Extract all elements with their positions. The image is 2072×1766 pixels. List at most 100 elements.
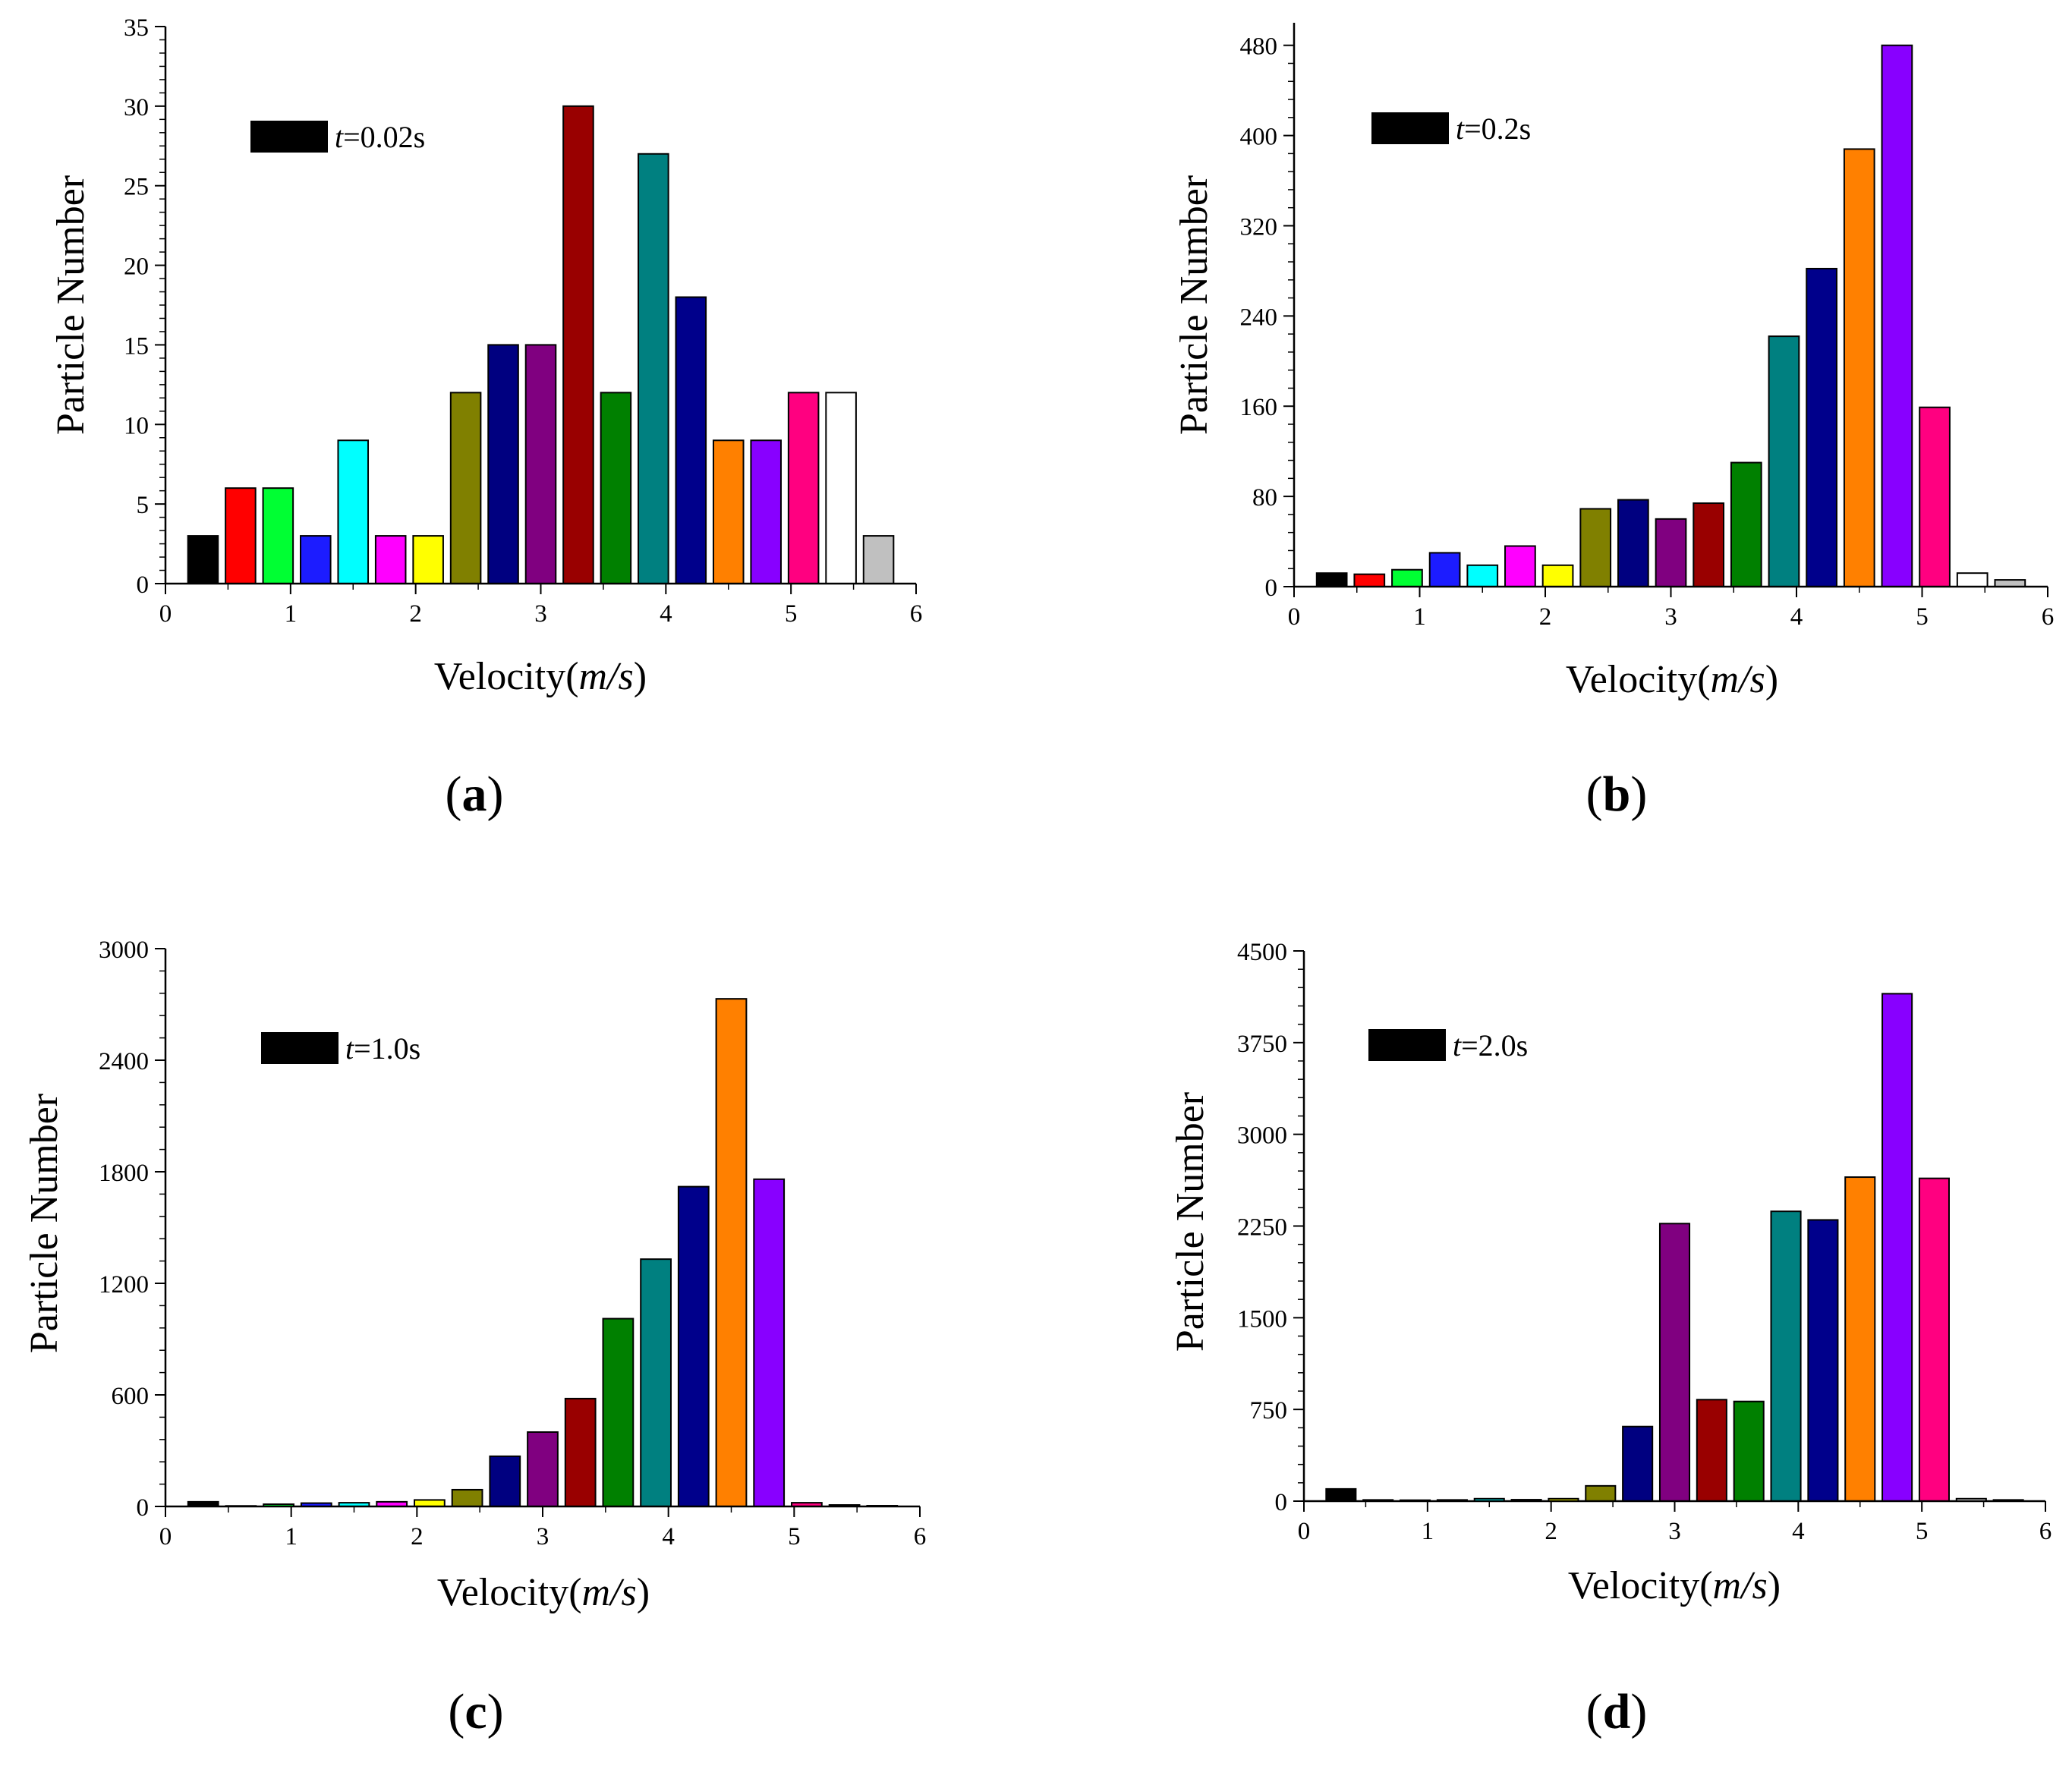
bar-d-10 bbox=[1696, 1399, 1727, 1503]
x-tick-label-c-5: 5 bbox=[788, 1523, 801, 1550]
x-tick-label-d-1: 1 bbox=[1422, 1518, 1434, 1545]
bar-b-16 bbox=[1919, 406, 1951, 588]
legend-a: t=0.02s bbox=[250, 120, 425, 154]
x-tick-label-a-5: 5 bbox=[785, 600, 798, 628]
bar-b-15 bbox=[1881, 44, 1913, 588]
bar-b-17 bbox=[1956, 572, 1989, 588]
bar-d-8 bbox=[1622, 1425, 1654, 1502]
bar-d-12 bbox=[1770, 1210, 1802, 1502]
x-axis-title-d-unit: m/s bbox=[1713, 1564, 1768, 1607]
bar-b-18 bbox=[1994, 579, 2026, 587]
bars-b bbox=[1315, 44, 2026, 588]
x-tick-label-c-6: 6 bbox=[914, 1523, 927, 1550]
x-tick-label-a-0: 0 bbox=[159, 600, 172, 628]
bar-c-14 bbox=[715, 998, 748, 1507]
bar-a-6 bbox=[412, 535, 444, 584]
y-tick-label-c-0: 0 bbox=[137, 1494, 150, 1522]
ticks-d: 0 1 2 3 4 5 6 0 750 1500 2250 3000 3750 4500 bbox=[1237, 939, 2052, 1545]
x-tick-label-d-3: 3 bbox=[1668, 1518, 1681, 1545]
bar-b-2 bbox=[1391, 568, 1423, 588]
bar-a-15 bbox=[750, 439, 782, 584]
legend-label-c: t=1.0s bbox=[345, 1031, 420, 1066]
y-tick-label-a-5: 25 bbox=[124, 174, 149, 201]
x-tick-label-c-2: 2 bbox=[411, 1523, 424, 1550]
y-tick-label-a-6: 30 bbox=[124, 94, 149, 121]
x-tick-label-b-4: 4 bbox=[1790, 603, 1803, 631]
y-tick-label-a-2: 10 bbox=[124, 412, 149, 439]
bar-a-12 bbox=[638, 153, 669, 584]
y-tick-label-d-1: 750 bbox=[1250, 1397, 1288, 1424]
legend-label-d-suffix: =2.0s bbox=[1461, 1028, 1528, 1062]
bar-a-1 bbox=[225, 487, 257, 585]
legend-label-c-prefix: t bbox=[345, 1031, 354, 1066]
bar-a-8 bbox=[487, 344, 519, 584]
panel-label-a-letter: a bbox=[462, 767, 487, 822]
bar-c-15 bbox=[753, 1178, 786, 1508]
panel-label-d: (d) bbox=[1586, 1684, 1648, 1739]
y-tick-label-a-0: 0 bbox=[137, 571, 150, 599]
x-tick-label-b-0: 0 bbox=[1288, 603, 1301, 631]
x-axis-title-a: Velocity(m/s) bbox=[434, 655, 647, 698]
x-tick-label-a-1: 1 bbox=[285, 600, 298, 628]
x-tick-label-d-0: 0 bbox=[1298, 1518, 1311, 1545]
x-axis-title-b-end: ) bbox=[1765, 658, 1778, 701]
y-axis-title-a: Particle Number bbox=[49, 175, 93, 435]
bar-a-9 bbox=[524, 344, 557, 584]
legend-d: t=2.0s bbox=[1368, 1028, 1528, 1062]
x-axis-title-d: Velocity(m/s) bbox=[1568, 1564, 1781, 1607]
bar-c-10 bbox=[564, 1397, 597, 1508]
y-tick-label-b-3: 240 bbox=[1240, 304, 1278, 331]
bars-a bbox=[187, 105, 895, 585]
legend-c: t=1.0s bbox=[261, 1031, 420, 1066]
x-axis-title-c: Velocity(m/s) bbox=[437, 1571, 650, 1614]
y-tick-label-d-5: 3750 bbox=[1237, 1031, 1287, 1058]
bar-b-8 bbox=[1617, 499, 1649, 587]
chart-panel-c: 0 1 2 3 4 5 6 0 600 1200 1800 2400 3000 t=1.0s Parti… bbox=[23, 937, 926, 1739]
y-tick-label-b-0: 0 bbox=[1265, 575, 1278, 602]
y-tick-label-d-3: 2250 bbox=[1237, 1214, 1287, 1242]
x-tick-label-a-4: 4 bbox=[660, 600, 672, 628]
panel-label-a: (a) bbox=[446, 767, 504, 822]
bar-c-12 bbox=[640, 1258, 672, 1508]
bar-a-0 bbox=[187, 535, 219, 584]
x-tick-label-b-5: 5 bbox=[1916, 603, 1929, 631]
x-tick-label-d-6: 6 bbox=[2039, 1518, 2052, 1545]
legend-swatch-a bbox=[250, 121, 328, 153]
bar-b-3 bbox=[1428, 552, 1461, 587]
x-axis-title-a-main: Velocity( bbox=[434, 655, 579, 698]
legend-label-d-prefix: t bbox=[1453, 1028, 1462, 1062]
bar-d-13 bbox=[1807, 1219, 1839, 1502]
bar-a-13 bbox=[675, 296, 707, 584]
bar-b-9 bbox=[1655, 518, 1687, 588]
y-tick-label-c-3: 1800 bbox=[99, 1160, 149, 1187]
y-axis-title-c: Particle Number bbox=[23, 1094, 66, 1353]
bar-b-13 bbox=[1806, 267, 1837, 587]
chart-panel-b: 0 1 2 3 4 5 6 0 80 160 240 320 400 480 t=0.2s Particl… bbox=[1173, 23, 2054, 822]
legend-label-b-suffix: =0.2s bbox=[1464, 112, 1531, 146]
x-axis-title-d-end: ) bbox=[1768, 1564, 1781, 1607]
panel-label-c-letter: c bbox=[464, 1684, 487, 1739]
x-axis-title-a-end: ) bbox=[634, 655, 647, 698]
x-tick-label-d-4: 4 bbox=[1792, 1518, 1805, 1545]
y-tick-label-c-4: 2400 bbox=[99, 1048, 149, 1075]
x-tick-label-b-1: 1 bbox=[1413, 603, 1426, 631]
y-axis-title-b: Particle Number bbox=[1173, 175, 1216, 435]
y-tick-label-d-0: 0 bbox=[1275, 1489, 1288, 1516]
y-tick-label-d-4: 3000 bbox=[1237, 1122, 1287, 1150]
bar-d-14 bbox=[1844, 1176, 1876, 1502]
bar-d-11 bbox=[1733, 1400, 1765, 1503]
bar-b-12 bbox=[1768, 335, 1800, 587]
bar-b-4 bbox=[1466, 564, 1499, 587]
bar-c-11 bbox=[602, 1317, 635, 1508]
y-tick-label-a-3: 15 bbox=[124, 332, 149, 360]
legend-label-a-prefix: t bbox=[335, 120, 344, 154]
y-tick-label-b-6: 480 bbox=[1240, 33, 1278, 61]
bars-c bbox=[187, 998, 899, 1508]
bar-d-7 bbox=[1585, 1484, 1617, 1502]
bar-b-1 bbox=[1353, 573, 1386, 587]
x-tick-label-d-5: 5 bbox=[1916, 1518, 1929, 1545]
legend-swatch-d bbox=[1368, 1029, 1446, 1061]
bar-a-10 bbox=[562, 105, 594, 585]
bar-d-0 bbox=[1325, 1487, 1357, 1503]
legend-label-a-suffix: =0.02s bbox=[343, 120, 425, 154]
